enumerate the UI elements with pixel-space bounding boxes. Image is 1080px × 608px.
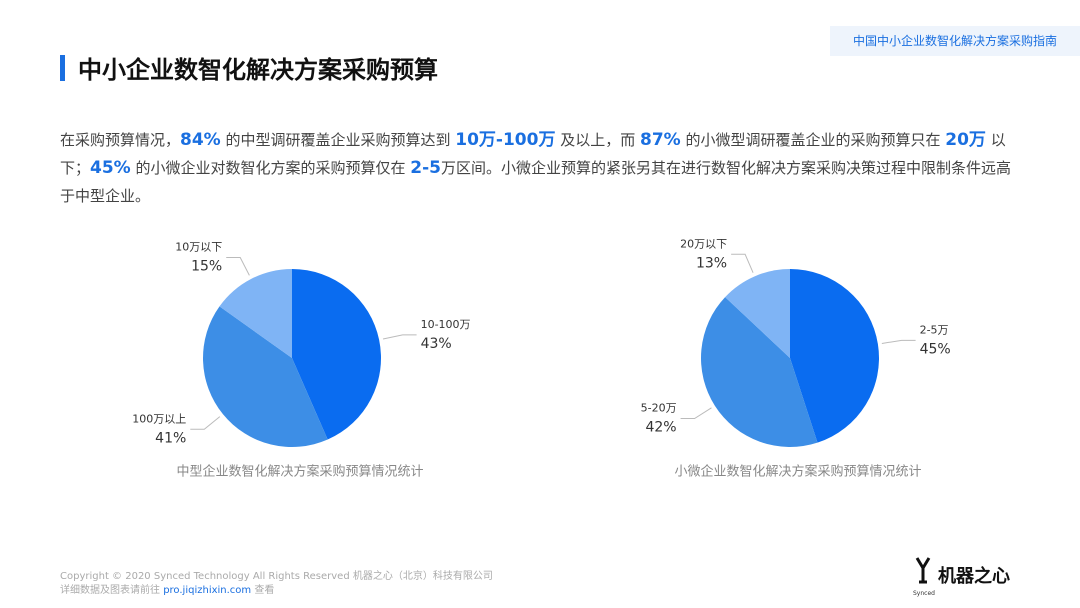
text: 在采购预算情况， xyxy=(60,131,181,149)
text: 万区间。小微企业预算的紧张另其在进行数智化解决方案采购决策过程中限制条件远高于中… xyxy=(60,159,1011,205)
logo-icon xyxy=(915,557,931,584)
highlight-text: 84% xyxy=(180,130,221,150)
highlight-text: 20万 xyxy=(945,130,986,150)
link-prefix: 详细数据及图表请前往 xyxy=(60,585,160,596)
slide-title: 中小企业数智化解决方案采购预算 xyxy=(78,56,438,84)
chart-caption: 中型企业数智化解决方案采购预算情况统计 xyxy=(176,464,423,480)
pie-slice xyxy=(700,297,818,448)
footer-link-line: 详细数据及图表请前往 pro.jiqizhixin.com 查看 xyxy=(60,581,274,596)
title-bar xyxy=(60,55,65,81)
leader-line xyxy=(382,334,417,340)
leader-line xyxy=(731,253,754,273)
pie-slice xyxy=(292,269,382,440)
text: 的小微企业对数智化方案的采购预算仅在 xyxy=(130,159,411,177)
link-suffix: 查看 xyxy=(254,585,275,596)
highlight-text: 10万-100万 xyxy=(455,130,556,150)
slice-label: 100万以上 xyxy=(132,412,186,425)
slice-value: 41% xyxy=(155,430,186,446)
leader-line xyxy=(190,416,221,430)
link[interactable]: pro.jiqizhixin.com xyxy=(163,585,252,596)
text: 的小微型调研覆盖企业的采购预算只在 xyxy=(680,131,946,149)
slice-value: 43% xyxy=(421,336,452,352)
slice-value: 13% xyxy=(696,255,727,271)
slice-label: 5-20万 xyxy=(641,402,677,415)
pie-slice xyxy=(203,306,328,448)
pie-slice xyxy=(219,269,292,358)
logo: 机器之心 xyxy=(938,566,1010,587)
leader-line xyxy=(680,407,712,420)
highlight-text: 45% xyxy=(90,158,131,178)
slice-label: 2-5万 xyxy=(920,323,949,336)
leader-line xyxy=(226,257,250,276)
copyright: Copyright © 2020 Synced Technology All R… xyxy=(60,571,493,582)
text: 以下； xyxy=(60,131,1006,177)
highlight-text: 2-5 xyxy=(410,158,441,178)
slice-label: 10万以下 xyxy=(175,241,222,254)
chart-caption: 小微企业数智化解决方案采购预算情况统计 xyxy=(674,464,921,480)
highlight-text: 87% xyxy=(640,130,681,150)
header-tag: 中国中小企业数智化解决方案采购指南 xyxy=(830,26,1080,56)
text: 及以上，而 xyxy=(555,131,641,149)
slice-value: 15% xyxy=(191,259,222,275)
slice-label: 20万以下 xyxy=(680,237,727,250)
leader-line xyxy=(881,339,916,344)
pie-slice xyxy=(725,269,790,358)
text: 的中型调研覆盖企业采购预算达到 xyxy=(220,131,456,149)
pie-slice xyxy=(790,269,880,443)
paragraph: 在采购预算情况，84% 的中型调研覆盖企业采购预算达到 10万-100万 及以上… xyxy=(60,126,1020,210)
slice-value: 45% xyxy=(920,341,951,357)
logo-small: Synced xyxy=(913,590,935,597)
slice-value: 42% xyxy=(645,420,676,436)
slice-label: 10-100万 xyxy=(421,318,471,331)
